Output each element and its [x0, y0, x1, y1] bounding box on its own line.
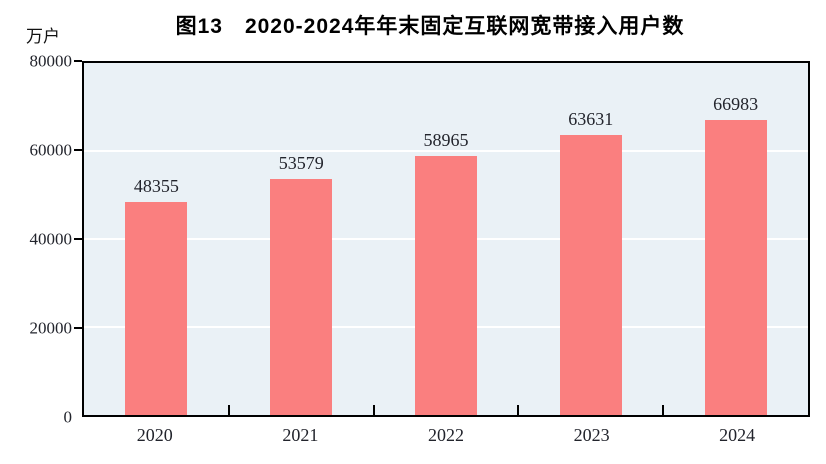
x-tick-label-2021: 2021: [282, 425, 319, 445]
y-tick-mark-60000: [74, 149, 82, 151]
y-axis-tick-marks: [74, 60, 82, 417]
y-axis-tick-labels: 0 20000 40000 60000 80000: [0, 53, 73, 426]
chart-title: 图13 2020-2024年年末固定互联网宽带接入用户数: [175, 15, 685, 38]
value-label-2023: 63631: [568, 109, 614, 130]
value-label-2021: 53579: [278, 153, 324, 174]
y-axis-unit-label: 万户: [26, 27, 60, 46]
x-tick-label-2022: 2022: [427, 425, 464, 445]
y-tick-label-80000: 80000: [29, 51, 73, 71]
y-tick-mark-20000: [74, 327, 82, 329]
value-label-2022: 58965: [423, 129, 469, 150]
y-tick-mark-80000: [74, 60, 82, 62]
x-axis-tick-labels: 2020 2021 2022 2023 2024: [82, 425, 810, 446]
x-tick-label-2020: 2020: [136, 425, 173, 445]
value-label-2024: 66983: [713, 94, 759, 115]
gridline-60000: [84, 150, 808, 152]
y-tick-label-20000: 20000: [29, 318, 73, 338]
bar-2020: [125, 202, 188, 415]
bar-slot-2020: 48355: [84, 63, 229, 415]
bar-2021: [270, 179, 333, 415]
x-axis-tick: [517, 405, 520, 415]
bar-slot-2023: 63631: [518, 63, 663, 415]
bar-series: 48355 53579 58965 63631 66983: [84, 63, 808, 415]
x-axis-tick: [372, 405, 375, 415]
bar-slot-2022: 58965: [374, 63, 519, 415]
x-tick-label-2023: 2023: [573, 425, 610, 445]
bar-2023: [559, 135, 622, 415]
x-axis-tick: [227, 405, 230, 415]
bar-2024: [704, 120, 767, 415]
bar-slot-2021: 53579: [229, 63, 374, 415]
y-tick-label-40000: 40000: [29, 229, 73, 249]
y-tick-label-60000: 60000: [29, 140, 73, 160]
x-axis-tick: [662, 405, 665, 415]
y-tick-mark-40000: [74, 238, 82, 240]
plot-area: 48355 53579 58965 63631 66983: [82, 61, 810, 417]
bar-2022: [414, 155, 477, 415]
bar-slot-2024: 66983: [663, 63, 808, 415]
value-label-2020: 48355: [133, 176, 179, 197]
y-tick-label-0: 0: [63, 407, 73, 427]
x-tick-label-2024: 2024: [719, 425, 756, 445]
